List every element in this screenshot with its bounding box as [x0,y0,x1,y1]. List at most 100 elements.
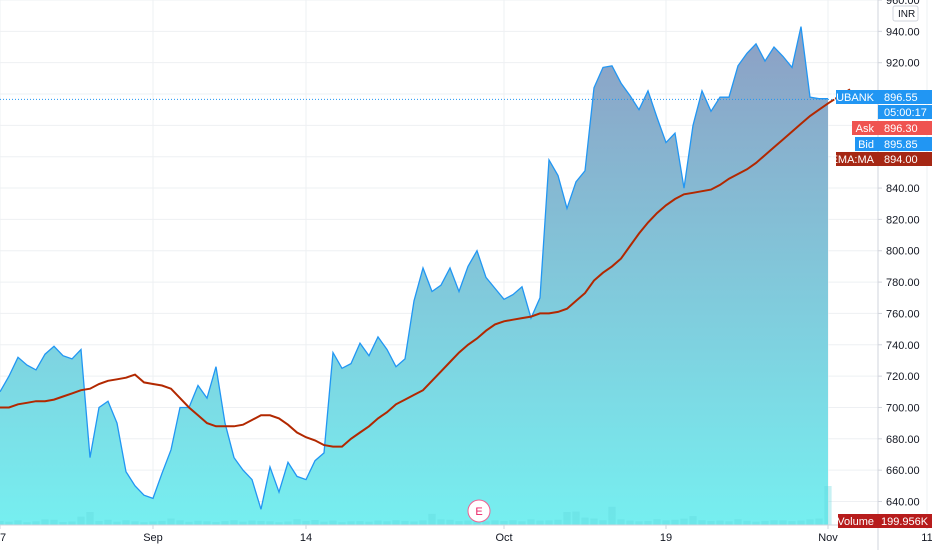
ema-label: EMA:MA [831,154,875,166]
volume-bar [554,519,562,525]
volume-bar [5,521,13,525]
volume-bar [320,521,328,525]
volume-bar [266,521,274,525]
price-area-fill [0,26,828,525]
volume-bar [239,521,247,525]
volume-bar [572,511,580,525]
volume-bar [140,522,148,525]
volume-bar [32,521,40,525]
ema-series-line [0,88,851,448]
volume-bar [293,519,301,525]
volume-bar [680,518,688,525]
volume-bar [167,518,175,525]
volume-bar [86,512,94,525]
earnings-event-marker[interactable]: E [467,499,491,523]
volume-bar [509,520,517,525]
time-tick-label: Nov [818,532,838,544]
price-area [0,26,832,525]
price-axis[interactable]: 640.00 660.00 680.00 700.00 720.00 740.00 760.… [877,0,920,550]
countdown-bg [878,105,932,119]
volume-bar [419,520,427,525]
volume-bar [311,519,319,525]
volume-bar [248,520,256,525]
volume-bar [221,521,229,525]
price-tick-label: 840.00 [886,183,920,195]
bid-label-bg [855,137,878,151]
price-tick-label: 640.00 [886,496,920,508]
volume-bar [428,513,436,525]
volume-bar [707,520,715,525]
volume-bar [779,520,787,525]
volume-bar [68,521,76,525]
volume-bar [347,521,355,525]
volume-bar [14,520,22,525]
volume-bar [230,520,238,525]
volume-bar [437,519,445,525]
volume-bar [716,520,724,525]
volume-bar [761,520,769,525]
volume-bar [446,519,454,525]
ema-value-bg [878,152,932,166]
volume-bar [329,520,337,525]
volume-bar [599,520,607,525]
time-tick-label: 7 [0,532,6,544]
symbol-tag-label: AUBANK [829,92,875,104]
volume-bar [0,520,4,525]
volume-bar [626,520,634,525]
volume-bar [356,521,364,525]
ask-value-bg [878,121,932,135]
volume-bar [302,520,310,525]
volume-label: Volume [837,516,874,528]
volume-bar [392,520,400,525]
volume-value-bg [878,514,932,528]
symbol-tag-label-bg [836,90,878,104]
price-tick-label: 800.00 [886,246,920,258]
bid-value: 895.85 [884,139,918,151]
volume-bar [275,522,283,525]
volume-bar [284,521,292,525]
symbol-tag-value: 896.55 [884,92,918,104]
volume-bar [500,520,508,525]
ask-label: Ask [856,123,875,135]
volume-bar [590,518,598,525]
volume-bar [635,521,643,525]
volume-bar [131,521,139,525]
volume-bar [752,521,760,525]
volume-bar [185,521,193,525]
volume-bar [77,516,85,525]
time-axis[interactable]: 7Sep14Oct19Nov11Dec14 [0,524,932,544]
volume-bar [698,520,706,525]
volume-bar [734,519,742,525]
volume-label-bg [838,514,878,528]
volume-bar [41,519,49,525]
volume-bar [797,520,805,525]
price-tick-label: 720.00 [886,371,920,383]
volume-bar [653,519,661,525]
price-tags: AUBANK 896.55 05:00:17 Ask 896.30 Bid 895.85 EM… [829,90,932,528]
volume-bar [113,521,121,525]
time-tick-label: 19 [660,532,672,544]
price-tick-label: 920.00 [886,58,920,70]
volume-bar [365,521,373,525]
event-marker-circle [467,499,491,523]
volume-bar [149,521,157,525]
volume-bar [338,522,346,525]
volume-bar [563,512,571,525]
volume-bar [50,519,58,525]
volume-bar [662,520,670,525]
ask-label-bg [852,121,878,135]
volume-bar [788,521,796,525]
volume-bar [770,520,778,525]
volume-bar [743,520,751,525]
volume-bar [824,486,832,525]
symbol-tag-value-bg [878,90,932,104]
volume-bar [482,521,490,525]
bid-label: Bid [858,139,874,151]
volume-bar [815,518,823,525]
volume-bar [203,521,211,525]
price-line-series [0,26,828,510]
volume-bar [122,520,130,525]
volume-bar [374,520,382,525]
